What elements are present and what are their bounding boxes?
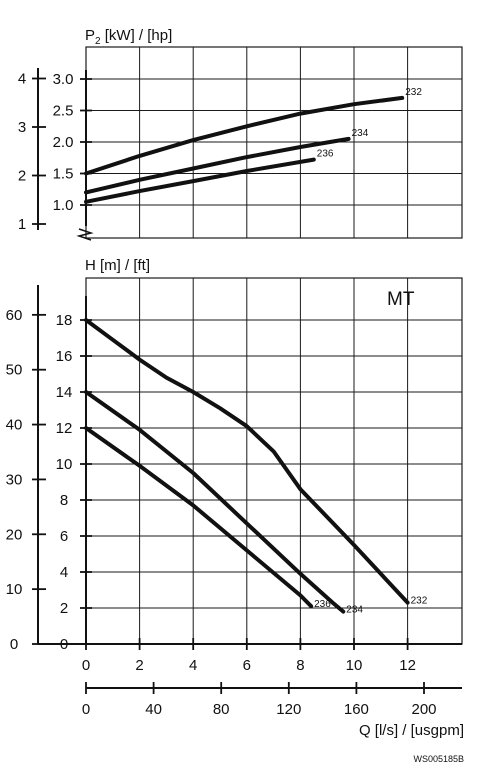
power-curve-232 bbox=[84, 95, 405, 176]
head-curve-label-234: 234 bbox=[346, 605, 363, 616]
head-m-tick-label: 8 bbox=[60, 492, 68, 509]
power-kw-tick-label: 1.5 bbox=[53, 166, 74, 183]
head-curve-232 bbox=[84, 318, 410, 605]
head-plot-frame bbox=[85, 277, 463, 645]
head-m-tick-label: 2 bbox=[60, 600, 68, 617]
power-kw-tick-label: 3.0 bbox=[53, 71, 74, 88]
drawing-code: WS005185B bbox=[413, 754, 464, 764]
power-curve-label-234: 234 bbox=[352, 128, 369, 139]
power-curve-236 bbox=[84, 157, 316, 204]
flow-usgpm-tick-label: 200 bbox=[411, 701, 436, 718]
head-curve-234 bbox=[84, 390, 346, 614]
power-hp-tick-label: 2 bbox=[18, 168, 26, 185]
flow-usgpm-tick-label: 40 bbox=[145, 701, 162, 718]
head-ft-tick-label: 0 bbox=[10, 636, 18, 653]
head-curve-label-232: 232 bbox=[411, 596, 428, 607]
power-axis-title: P2 [kW] / [hp] bbox=[85, 27, 172, 47]
head-ft-ticks: 0 10 20 30 40 50 60 bbox=[6, 307, 46, 653]
flow-ls-tick-label: 6 bbox=[243, 657, 251, 674]
head-curves: 232 234 236 bbox=[84, 318, 428, 616]
head-m-tick-label: 16 bbox=[56, 348, 73, 365]
power-kw-tick-label: 1.0 bbox=[53, 197, 74, 214]
head-curve-label-236: 236 bbox=[314, 599, 331, 610]
head-m-tick-label: 18 bbox=[56, 312, 73, 329]
power-kw-tick-label: 2.5 bbox=[53, 103, 74, 120]
flow-ls-tick-label: 10 bbox=[346, 657, 363, 674]
head-curve-236 bbox=[84, 426, 314, 609]
flow-ls-tick-label: 12 bbox=[399, 657, 416, 674]
power-curve-label-236: 236 bbox=[317, 149, 334, 160]
power-hp-tick-label: 4 bbox=[18, 71, 26, 88]
head-grid bbox=[86, 278, 462, 644]
head-m-tick-label: 12 bbox=[56, 420, 73, 437]
flow-ls-tick-label: 0 bbox=[82, 657, 90, 674]
power-grid bbox=[86, 47, 462, 238]
power-curve-label-232: 232 bbox=[405, 87, 422, 98]
head-m-tick-label: 6 bbox=[60, 528, 68, 545]
head-m-tick-label: 4 bbox=[60, 564, 68, 581]
power-kw-tick-label: 2.0 bbox=[53, 134, 74, 151]
flow-ls-tick-label: 2 bbox=[135, 657, 143, 674]
flow-axis-title: Q [l/s] / [usgpm] bbox=[359, 722, 464, 739]
power-curves: 232 234 236 bbox=[84, 87, 422, 204]
head-ft-tick-label: 10 bbox=[6, 581, 23, 598]
head-axis-title: H [m] / [ft] bbox=[85, 257, 150, 274]
head-ft-tick-label: 60 bbox=[6, 307, 23, 324]
power-hp-tick-label: 3 bbox=[18, 119, 26, 136]
flow-ls-tick-label: 8 bbox=[296, 657, 304, 674]
flow-usgpm-tick-label: 0 bbox=[82, 701, 90, 718]
head-m-tick-label: 14 bbox=[56, 384, 73, 401]
head-ft-tick-label: 30 bbox=[6, 471, 23, 488]
mt-annotation: MT bbox=[387, 289, 415, 310]
head-ft-tick-label: 50 bbox=[6, 362, 23, 379]
head-m-tick-label: 10 bbox=[56, 456, 73, 473]
flow-usgpm-tick-label: 160 bbox=[344, 701, 369, 718]
flow-usgpm-tick-label: 80 bbox=[213, 701, 230, 718]
head-ft-tick-label: 20 bbox=[6, 526, 23, 543]
flow-usgpm-ticks: 0 40 80 120 160 200 bbox=[82, 682, 437, 718]
head-ft-tick-label: 40 bbox=[6, 417, 23, 434]
flow-ls-ticks: 0 2 4 6 8 10 12 bbox=[82, 638, 416, 674]
flow-usgpm-tick-label: 120 bbox=[276, 701, 301, 718]
power-hp-ticks: 1 2 3 4 bbox=[18, 71, 46, 233]
axis-break-icon bbox=[76, 228, 94, 241]
flow-ls-tick-label: 4 bbox=[189, 657, 197, 674]
power-curve-234 bbox=[84, 136, 351, 195]
power-hp-tick-label: 1 bbox=[18, 216, 26, 233]
